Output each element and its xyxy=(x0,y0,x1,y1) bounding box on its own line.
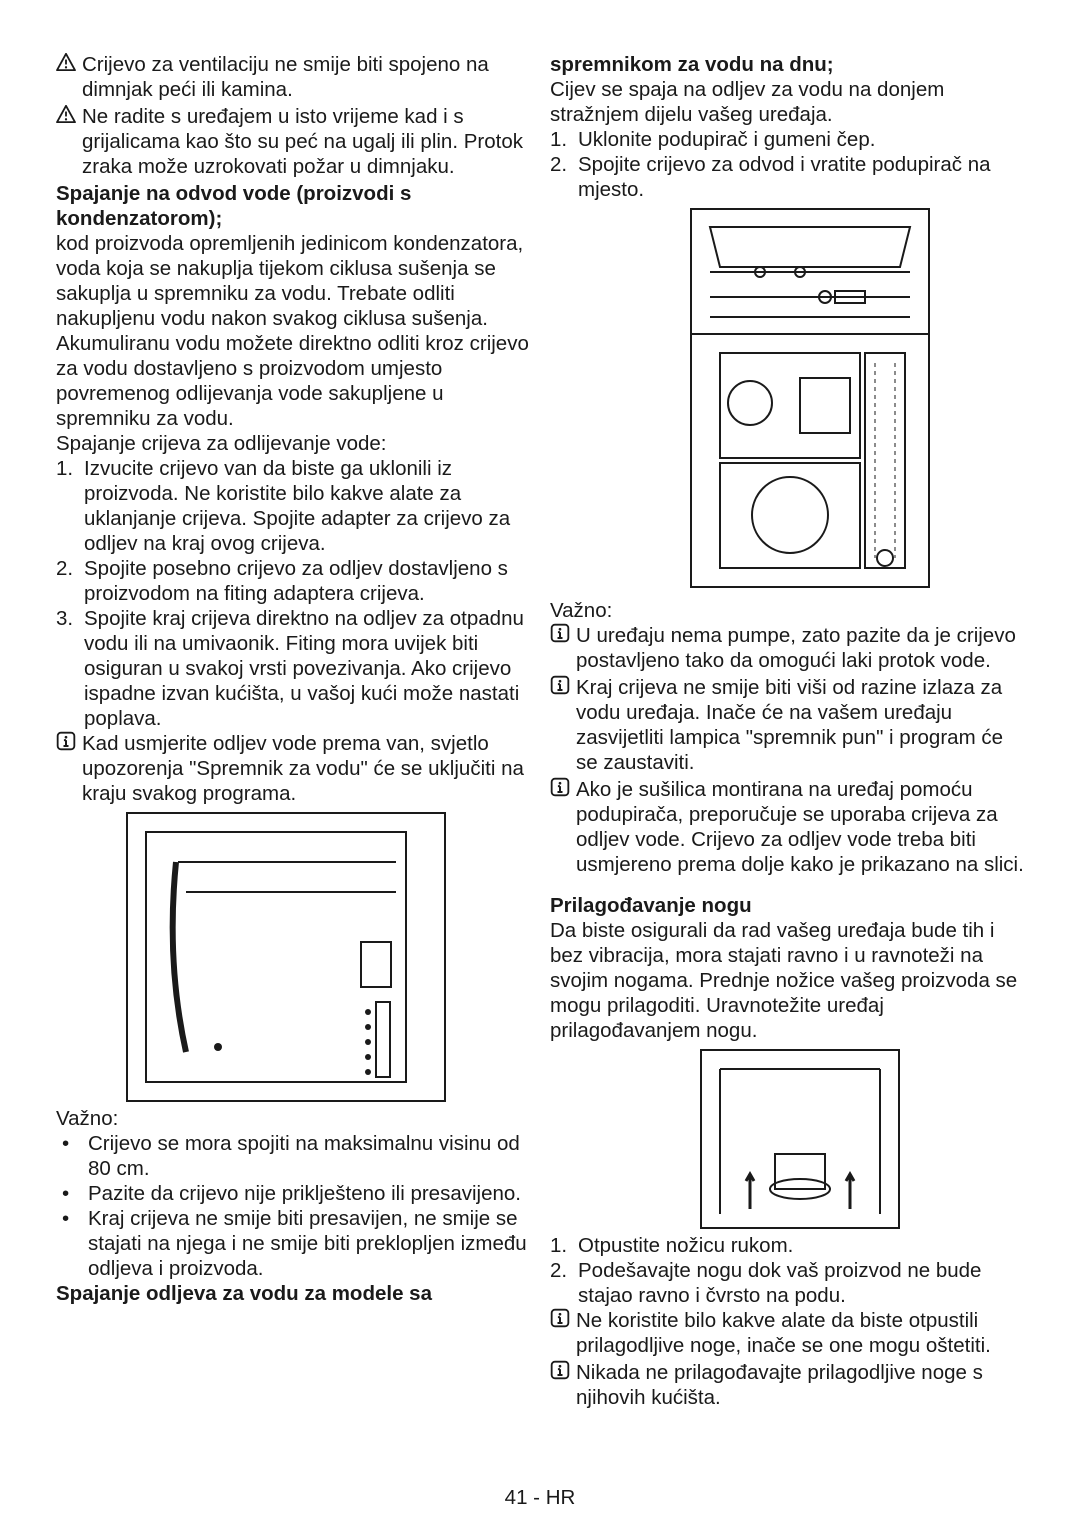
list-number: 2. xyxy=(56,556,84,606)
list-item: 1. Uklonite podupirač i gumeni čep. xyxy=(550,127,1024,152)
diagram-rear-panel xyxy=(690,208,930,333)
body-text: Da biste osigurali da rad vašeg uređaja … xyxy=(550,918,1024,1043)
info-text: Nikada ne prilagođavajte prilagodljive n… xyxy=(576,1360,1024,1410)
warning-icon xyxy=(56,104,82,129)
info-item: Ne koristite bilo kakve alate da biste o… xyxy=(550,1308,1024,1358)
info-text: Ne koristite bilo kakve alate da biste o… xyxy=(576,1308,1024,1358)
info-text: Kad usmjerite odljev vode prema van, svj… xyxy=(82,731,530,806)
diagram-drain-hose xyxy=(126,812,446,1102)
list-item: 1. Otpustite nožicu rukom. xyxy=(550,1233,1024,1258)
info-icon xyxy=(550,1308,576,1334)
warning-item: Crijevo za ventilaciju ne smije biti spo… xyxy=(56,52,530,102)
list-text: Spojite posebno crijevo za odljev dostav… xyxy=(84,556,530,606)
info-text: U uređaju nema pumpe, zato pazite da je … xyxy=(576,623,1024,673)
info-text: Ako je sušilica montirana na uređaj pomo… xyxy=(576,777,1024,877)
diagram-adjustable-foot xyxy=(700,1049,900,1229)
section-heading: Spajanje na odvod vode (proizvodi s kond… xyxy=(56,181,530,231)
body-text: kod proizvoda opremljenih jedinicom kond… xyxy=(56,231,530,331)
info-icon xyxy=(550,1360,576,1386)
list-text: Spojite kraj crijeva direktno na odljev … xyxy=(84,606,530,731)
list-text: Podešavajte nogu dok vaš proizvod ne bud… xyxy=(578,1258,1024,1308)
info-item: Nikada ne prilagođavajte prilagodljive n… xyxy=(550,1360,1024,1410)
bullet-text: Kraj crijeva ne smije biti presavijen, n… xyxy=(88,1206,530,1281)
list-number: 1. xyxy=(550,127,578,152)
info-item: Kraj crijeva ne smije biti viši od razin… xyxy=(550,675,1024,775)
right-column: spremnikom za vodu na dnu; Cijev se spaj… xyxy=(550,52,1024,1412)
info-item: Ako je sušilica montirana na uređaj pomo… xyxy=(550,777,1024,877)
bullet-text: Pazite da crijevo nije priklješteno ili … xyxy=(88,1181,530,1206)
list-number: 2. xyxy=(550,152,578,202)
list-text: Uklonite podupirač i gumeni čep. xyxy=(578,127,1024,152)
bullet-text: Crijevo se mora spojiti na maksimalnu vi… xyxy=(88,1131,530,1181)
section-heading: spremnikom za vodu na dnu; xyxy=(550,52,1024,77)
list-item: 2. Spojite posebno crijevo za odljev dos… xyxy=(56,556,530,606)
list-number: 1. xyxy=(56,456,84,556)
diagram-stacked-appliance xyxy=(690,333,930,588)
section-heading: Prilagođavanje nogu xyxy=(550,893,1024,918)
page-columns: Crijevo za ventilaciju ne smije biti spo… xyxy=(56,52,1024,1412)
bullet-item: • Kraj crijeva ne smije biti presavijen,… xyxy=(56,1206,530,1281)
left-column: Crijevo za ventilaciju ne smije biti spo… xyxy=(56,52,530,1412)
list-text: Spojite crijevo za odvod i vratite podup… xyxy=(578,152,1024,202)
info-icon xyxy=(550,623,576,649)
bullet-item: • Pazite da crijevo nije priklješteno il… xyxy=(56,1181,530,1206)
warning-icon xyxy=(56,52,82,77)
list-item: 1. Izvucite crijevo van da biste ga uklo… xyxy=(56,456,530,556)
list-text: Otpustite nožicu rukom. xyxy=(578,1233,1024,1258)
warning-item: Ne radite s uređajem u isto vrijeme kad … xyxy=(56,104,530,179)
page-footer: 41 - HR xyxy=(0,1486,1080,1510)
info-icon xyxy=(550,777,576,803)
body-text: Cijev se spaja na odljev za vodu na donj… xyxy=(550,77,1024,127)
info-text: Kraj crijeva ne smije biti viši od razin… xyxy=(576,675,1024,775)
info-icon xyxy=(56,731,82,757)
bullet-marker: • xyxy=(56,1131,88,1181)
warning-text: Ne radite s uređajem u isto vrijeme kad … xyxy=(82,104,530,179)
warning-text: Crijevo za ventilaciju ne smije biti spo… xyxy=(82,52,530,102)
list-number: 2. xyxy=(550,1258,578,1308)
important-label: Važno: xyxy=(550,598,1024,623)
body-text: Akumuliranu vodu možete direktno odliti … xyxy=(56,331,530,431)
list-number: 3. xyxy=(56,606,84,731)
info-item: Kad usmjerite odljev vode prema van, svj… xyxy=(56,731,530,806)
bullet-item: • Crijevo se mora spojiti na maksimalnu … xyxy=(56,1131,530,1181)
section-heading: Spajanje odljeva za vodu za modele sa xyxy=(56,1281,530,1306)
list-text: Izvucite crijevo van da biste ga uklonil… xyxy=(84,456,530,556)
list-item: 2. Spojite crijevo za odvod i vratite po… xyxy=(550,152,1024,202)
bullet-marker: • xyxy=(56,1206,88,1281)
list-item: 3. Spojite kraj crijeva direktno na odlj… xyxy=(56,606,530,731)
body-text: Spajanje crijeva za odlijevanje vode: xyxy=(56,431,530,456)
info-icon xyxy=(550,675,576,701)
info-item: U uređaju nema pumpe, zato pazite da je … xyxy=(550,623,1024,673)
list-number: 1. xyxy=(550,1233,578,1258)
important-label: Važno: xyxy=(56,1106,530,1131)
list-item: 2. Podešavajte nogu dok vaš proizvod ne … xyxy=(550,1258,1024,1308)
bullet-marker: • xyxy=(56,1181,88,1206)
